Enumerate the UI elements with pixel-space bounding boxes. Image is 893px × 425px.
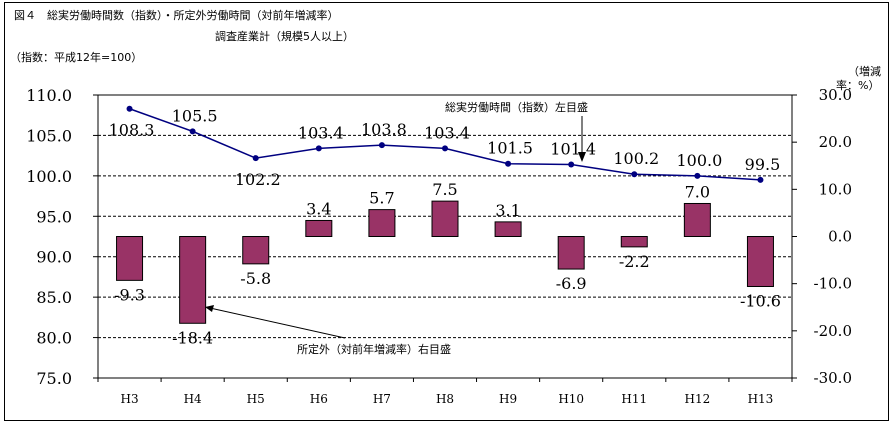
line-point <box>631 171 638 178</box>
line-data-label: 100.2 <box>613 149 659 168</box>
right-tick-label: -10.0 <box>814 275 852 293</box>
right-axis-unit-line2: 率：%） <box>836 79 880 92</box>
left-axis-unit: （指数：平成12年=100） <box>10 51 143 64</box>
right-tick-label: -30.0 <box>814 369 852 387</box>
left-tick-label: 105.0 <box>26 126 72 145</box>
line-data-label: 105.5 <box>172 106 218 125</box>
x-tick-label: H10 <box>558 392 584 406</box>
left-tick-label: 80.0 <box>36 329 72 348</box>
right-tick-label: 30.0 <box>819 86 852 104</box>
x-tick-label: H4 <box>184 392 202 406</box>
bar <box>620 236 648 248</box>
line-point <box>568 161 575 168</box>
bar-data-label: 7.5 <box>432 180 457 199</box>
line-point <box>442 145 448 152</box>
line-data-label: 103.8 <box>361 120 407 139</box>
bar-annotation-arrowhead <box>205 305 214 312</box>
left-tick-label: 75.0 <box>36 369 72 388</box>
bar <box>746 236 774 287</box>
line-point <box>252 155 259 162</box>
line-point <box>315 145 322 152</box>
x-tick-label: H11 <box>621 392 647 406</box>
bar-data-label: -5.8 <box>240 269 271 288</box>
right-axis-unit-line1: （増減 <box>848 65 881 78</box>
bar-data-label: -6.9 <box>556 274 587 293</box>
line-point <box>189 128 196 135</box>
line-data-label: 101.4 <box>550 140 596 159</box>
bar-data-label: -9.3 <box>114 285 145 304</box>
line-data-label: 102.2 <box>235 170 281 189</box>
right-tick-label: 20.0 <box>819 133 852 151</box>
bar-data-label: 7.0 <box>685 182 710 201</box>
line-point <box>757 176 764 183</box>
line-data-label: 99.5 <box>745 155 781 174</box>
line-point <box>505 160 512 167</box>
left-tick-label: 85.0 <box>36 288 72 307</box>
x-tick-label: H5 <box>247 392 265 406</box>
line-annotation: 総実労働時間（指数）左目盛 <box>445 100 588 114</box>
line-point <box>694 172 701 179</box>
left-tick-label: 100.0 <box>26 167 72 186</box>
bar <box>494 221 522 237</box>
x-tick-label: H13 <box>748 392 774 406</box>
bar <box>305 219 333 237</box>
x-tick-label: H7 <box>373 392 391 406</box>
x-tick-label: H12 <box>684 392 710 406</box>
line-point <box>126 105 133 112</box>
bar <box>242 236 270 265</box>
x-tick-label: H9 <box>499 392 517 406</box>
bar-data-label: -10.6 <box>740 291 781 310</box>
bar-data-label: 3.4 <box>306 199 331 218</box>
line-data-label: 100.0 <box>676 151 722 170</box>
line-data-label: 103.4 <box>424 123 470 142</box>
bar-annotation-arrow <box>209 307 346 339</box>
right-tick-label: -20.0 <box>814 322 852 340</box>
x-tick-label: H3 <box>120 392 138 406</box>
bar-data-label: -18.4 <box>172 328 213 347</box>
bar <box>179 236 207 324</box>
line-data-label: 108.3 <box>109 121 155 140</box>
left-tick-label: 90.0 <box>36 248 72 267</box>
bar-data-label: 3.1 <box>495 201 520 220</box>
right-tick-label: 0.0 <box>828 228 852 246</box>
bar <box>116 236 144 281</box>
line-point <box>378 142 385 149</box>
left-tick-label: 95.0 <box>36 207 72 226</box>
bar <box>368 209 396 238</box>
bar-data-label: -2.2 <box>619 252 650 271</box>
bar <box>431 200 459 237</box>
line-data-label: 103.4 <box>298 123 344 142</box>
line-series <box>129 108 761 181</box>
bar <box>557 236 585 270</box>
x-tick-label: H8 <box>436 392 454 406</box>
chart-subtitle: 調査産業計（規模5人以上） <box>215 30 354 43</box>
chart-title: 図４ 総実労働時間数（指数）・所定外労働時間（対前年増減率） <box>14 9 339 22</box>
left-tick-label: 110.0 <box>26 86 72 105</box>
bar-annotation: 所定外（対前年増減率）右目盛 <box>297 342 451 356</box>
line-annotation-arrowhead <box>578 152 586 162</box>
x-tick-label: H6 <box>310 392 328 406</box>
chart-frame <box>4 2 889 421</box>
bar-data-label: 5.7 <box>369 189 394 208</box>
line-data-label: 101.5 <box>487 139 533 158</box>
bar <box>683 202 711 238</box>
right-tick-label: 10.0 <box>819 180 852 198</box>
